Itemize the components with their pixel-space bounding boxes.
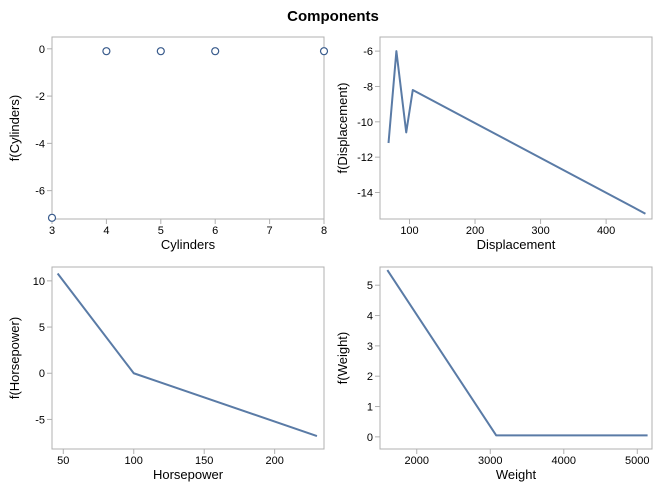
svg-text:2000: 2000 — [405, 455, 429, 467]
svg-text:-10: -10 — [357, 117, 373, 129]
svg-text:100: 100 — [125, 455, 143, 467]
svg-text:3: 3 — [367, 341, 373, 353]
svg-text:5000: 5000 — [625, 455, 649, 467]
chart-container: Components 3 4 5 6 7 8 -6 -4 -2 0 Cylinders f(Cylin… — [0, 0, 666, 500]
svg-text:-6: -6 — [363, 46, 373, 58]
svg-weight: 2000 3000 4000 5000 0 1 2 3 4 5 Weight f(Weight) — [336, 259, 658, 483]
svg-text:4: 4 — [103, 225, 109, 237]
svg-text:6: 6 — [212, 225, 218, 237]
svg-text:f(Horsepower): f(Horsepower) — [8, 317, 22, 399]
svg-text:5: 5 — [39, 322, 45, 334]
svg-text:f(Displacement): f(Displacement) — [336, 82, 350, 173]
svg-text:200: 200 — [265, 455, 283, 467]
svg-text:3: 3 — [49, 225, 55, 237]
svg-text:5: 5 — [158, 225, 164, 237]
svg-text:Weight: Weight — [496, 467, 537, 482]
svg-text:f(Cylinders): f(Cylinders) — [8, 95, 22, 161]
panel-weight: 2000 3000 4000 5000 0 1 2 3 4 5 Weight f(Weight) — [336, 259, 658, 483]
svg-text:Displacement: Displacement — [477, 237, 556, 252]
svg-text:1: 1 — [367, 402, 373, 414]
svg-cylinders: 3 4 5 6 7 8 -6 -4 -2 0 Cylinders f(Cylinders) — [8, 29, 330, 253]
svg-text:2: 2 — [367, 371, 373, 383]
svg-horsepower: 50 100 150 200 -5 0 5 10 Horsepower f(Horsepower) — [8, 259, 330, 483]
svg-text:0: 0 — [39, 368, 45, 380]
svg-text:f(Weight): f(Weight) — [336, 332, 350, 385]
svg-text:-2: -2 — [35, 91, 45, 103]
panel-horsepower: 50 100 150 200 -5 0 5 10 Horsepower f(Horsepower) — [8, 259, 330, 483]
svg-text:-4: -4 — [35, 138, 45, 150]
svg-text:150: 150 — [195, 455, 213, 467]
svg-text:300: 300 — [531, 225, 549, 237]
svg-text:8: 8 — [321, 225, 327, 237]
svg-text:100: 100 — [400, 225, 418, 237]
svg-text:400: 400 — [597, 225, 615, 237]
svg-text:50: 50 — [57, 455, 69, 467]
svg-text:-6: -6 — [35, 186, 45, 198]
svg-text:0: 0 — [39, 44, 45, 56]
svg-text:7: 7 — [267, 225, 273, 237]
svg-text:Cylinders: Cylinders — [161, 237, 216, 252]
svg-text:-14: -14 — [357, 187, 373, 199]
svg-text:5: 5 — [367, 280, 373, 292]
svg-text:10: 10 — [33, 276, 45, 288]
svg-text:-8: -8 — [363, 81, 373, 93]
svg-text:-12: -12 — [357, 152, 373, 164]
svg-text:200: 200 — [466, 225, 484, 237]
svg-text:4: 4 — [367, 311, 373, 323]
panel-cylinders: 3 4 5 6 7 8 -6 -4 -2 0 Cylinders f(Cylinders) — [8, 29, 330, 253]
panel-displacement: 100 200 300 400 -14 -12 -10 -8 -6 Displacement f(D… — [336, 29, 658, 253]
svg-text:3000: 3000 — [478, 455, 502, 467]
svg-text:0: 0 — [367, 432, 373, 444]
panel-grid: 345678-6-4-20Cylindersf(Cylinders) 10020… — [8, 29, 658, 483]
svg-text:-5: -5 — [35, 414, 45, 426]
svg-text:4000: 4000 — [552, 455, 576, 467]
main-title: Components — [8, 8, 658, 25]
svg-text:Horsepower: Horsepower — [153, 467, 224, 482]
svg-displacement: 100 200 300 400 -14 -12 -10 -8 -6 Displacement f(D… — [336, 29, 658, 253]
